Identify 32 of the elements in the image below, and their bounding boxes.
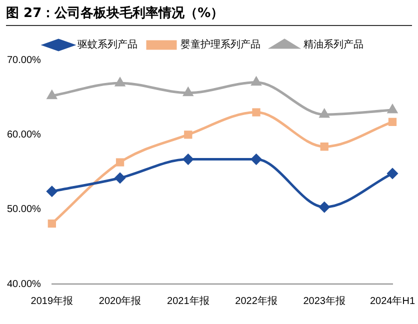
point	[46, 186, 58, 197]
x-tick-label: 2019年报	[30, 294, 74, 307]
x-tick-label: 2021年报	[167, 294, 210, 307]
point	[388, 118, 397, 126]
point	[47, 90, 57, 100]
point	[388, 104, 398, 114]
point	[116, 158, 124, 166]
y-tick-label: 40.00%	[6, 278, 42, 290]
chart-title: 图 27：公司各板块毛利率情况（%）	[6, 4, 412, 26]
point	[319, 202, 330, 212]
y-tick-label: 60.00%	[6, 129, 42, 140]
y-tick-label: 50.00%	[6, 204, 42, 216]
y-tick-label: 70.00%	[6, 54, 42, 66]
legend-label: 婴童护理系列产品	[180, 38, 260, 51]
point	[320, 109, 330, 118]
point	[320, 142, 328, 151]
x-tick-label: 2023年报	[303, 294, 346, 307]
point	[387, 168, 398, 179]
legend-label: 驱蚊系列产品	[78, 38, 138, 51]
x-tick-label: 2024年H1	[370, 294, 416, 307]
point	[182, 154, 194, 165]
legend-label: 精油系列产品	[304, 38, 364, 51]
point	[252, 108, 260, 116]
point	[184, 130, 192, 139]
x-tick-label: 2022年报	[235, 294, 278, 307]
point	[115, 78, 125, 86]
point	[251, 154, 262, 165]
point	[252, 77, 261, 86]
x-tick-label: 2020年报	[98, 294, 142, 307]
point	[114, 172, 126, 184]
point	[183, 88, 193, 96]
point	[48, 219, 56, 228]
